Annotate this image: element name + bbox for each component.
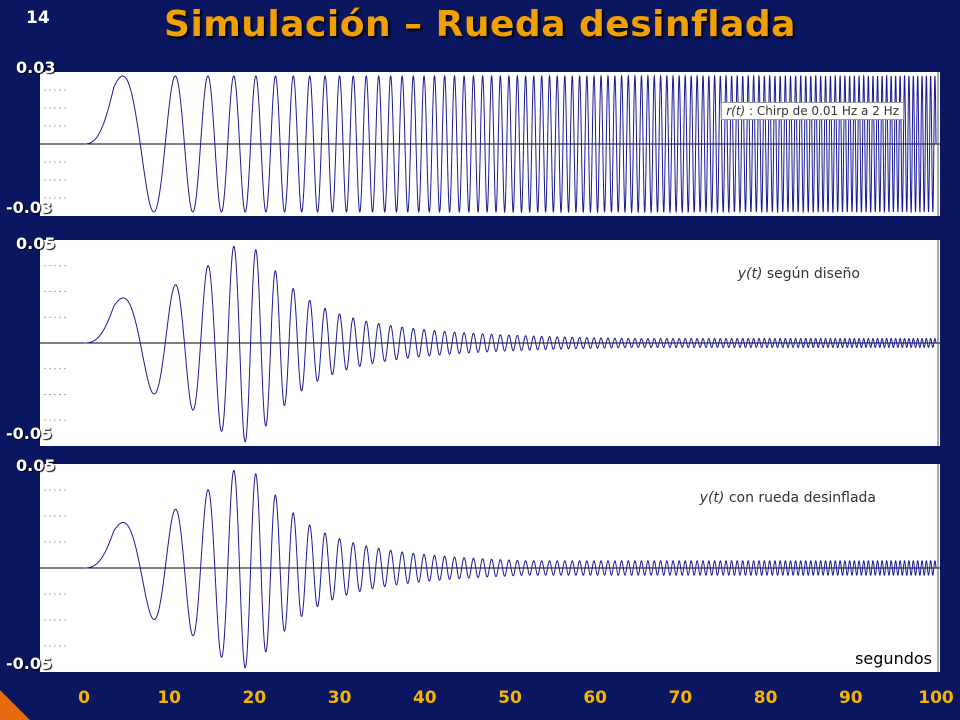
flat-tire-response-svg (40, 464, 940, 672)
slide-title: Simulación – Rueda desinflada (164, 4, 796, 45)
x-axis-unit-label: segundos (855, 649, 932, 668)
flat-tire-response-legend-symbol: y(t) (699, 490, 725, 506)
x-tick-label-30: 30 (327, 688, 352, 708)
x-tick-label-0: 0 (78, 688, 90, 708)
corner-decoration (0, 690, 30, 720)
x-tick-label-80: 80 (753, 688, 778, 708)
design-ytick-max: 0.05 (16, 234, 56, 253)
design-response-svg (40, 240, 940, 446)
x-tick-label-50: 50 (498, 688, 522, 708)
flat-tire-response-legend: y(t) con rueda desinflada (700, 490, 876, 506)
flat-tire-ytick-min: -0.05 (6, 654, 53, 673)
x-tick-label-70: 70 (668, 688, 693, 708)
slide-number: 14 (26, 8, 50, 28)
x-tick-label-100: 100 (918, 688, 954, 708)
signal-trace-1 (84, 245, 937, 443)
flat-tire-response-legend-text: con rueda desinflada (724, 490, 876, 506)
design-response-plot: y(t) según diseño (40, 240, 940, 446)
flat-tire-response-plot: y(t) con rueda desinflada segundos (40, 464, 940, 672)
signal-trace-2 (84, 469, 937, 669)
design-response-legend-text: según diseño (762, 266, 860, 282)
chirp-input-legend: r(t) : Chirp de 0.01 Hz a 2 Hz (721, 102, 904, 120)
x-tick-label-40: 40 (412, 688, 437, 708)
flat-tire-ytick-max: 0.05 (16, 456, 56, 475)
x-tick-label-20: 20 (242, 688, 267, 708)
signal-trace-0 (84, 74, 937, 214)
chirp-input-svg (40, 72, 940, 216)
design-response-legend-symbol: y(t) (737, 266, 763, 282)
chirp-input-legend-text: : Chirp de 0.01 Hz a 2 Hz (745, 104, 899, 118)
x-tick-label-60: 60 (583, 688, 608, 708)
chirp-input-legend-symbol: r(t) (726, 104, 746, 118)
x-tick-label-90: 90 (838, 688, 863, 708)
chirp-ytick-max: 0.03 (16, 58, 56, 77)
design-ytick-min: -0.05 (6, 424, 53, 443)
x-tick-label-10: 10 (157, 688, 182, 708)
design-response-legend: y(t) según diseño (738, 266, 860, 282)
chirp-input-plot: r(t) : Chirp de 0.01 Hz a 2 Hz (40, 72, 940, 216)
chirp-ytick-min: -0.03 (6, 198, 53, 217)
